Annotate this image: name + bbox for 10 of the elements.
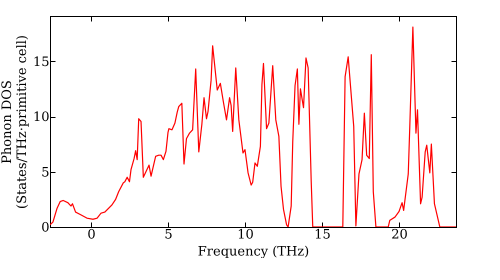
x-tick-label: 5 bbox=[164, 228, 173, 242]
y-tick-label: 10 bbox=[32, 110, 50, 126]
x-tick-label: 0 bbox=[87, 228, 96, 242]
x-tick-label: 15 bbox=[314, 228, 331, 242]
y-axis-title: Phonon DOS (States/THz·primitive cell) bbox=[0, 34, 30, 210]
x-tick-label: 10 bbox=[237, 228, 254, 242]
line-series bbox=[50, 26, 456, 227]
y-tick-label: 15 bbox=[32, 54, 50, 70]
y-tick-label: 5 bbox=[41, 165, 50, 180]
x-tick-label: 20 bbox=[391, 228, 408, 242]
